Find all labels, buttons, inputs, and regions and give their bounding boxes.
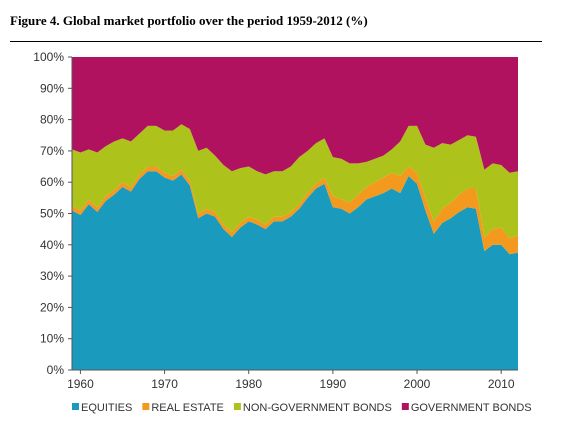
y-tick-label: 20% [40,300,64,314]
y-tick-label: 100% [33,50,64,64]
y-tick-label: 10% [40,332,64,346]
area-series-2 [72,124,518,239]
y-tick-label: 50% [40,207,64,221]
area-series-1 [72,166,518,255]
y-tick-label: 80% [40,113,64,127]
plot-areas [72,57,518,370]
x-tick-label: 1960 [67,377,94,391]
legend-swatch-3 [401,403,409,410]
y-tick-label: 40% [40,238,64,252]
y-tick-label: 30% [40,269,64,283]
y-tick-label: 0% [47,363,65,377]
area-series-3 [72,57,518,175]
legend-swatch-0 [72,403,79,410]
legend-label-3: GOVERNMENT BONDS [411,402,532,414]
title-rule [10,41,542,42]
figure-title: Figure 4. Global market portfolio over t… [10,13,368,28]
legend-swatch-1 [142,403,150,410]
legend-label-1: REAL ESTATE [151,402,224,414]
y-axis-ticks: 0% 10% 20% 30% 40% 50% 60% 70% 80% 90% 100% [33,50,72,377]
legend-swatch-2 [233,403,241,410]
x-tick-label: 2010 [488,377,515,391]
legend-label-0: EQUITIES [81,402,132,414]
legend: EQUITIES REAL ESTATE NON-GOVERNMENT BONDS G… [72,402,532,414]
y-tick-label: 70% [40,144,64,158]
x-axis-ticks: 1960 1970 1980 1990 2000 2010 [67,370,515,391]
x-tick-label: 2000 [404,377,431,391]
legend-label-2: NON-GOVERNMENT BONDS [243,402,392,414]
x-tick-label: 1980 [235,377,262,391]
x-tick-label: 1990 [320,377,347,391]
y-tick-label: 90% [40,81,64,95]
y-tick-label: 60% [40,175,64,189]
area-series-0 [72,171,518,370]
x-tick-label: 1970 [151,377,178,391]
